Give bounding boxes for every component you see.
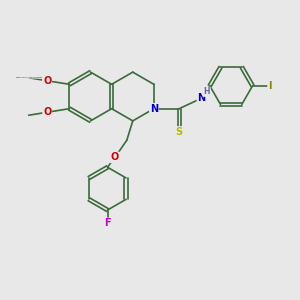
Text: N: N: [197, 93, 206, 103]
Text: I: I: [268, 81, 272, 91]
Text: S: S: [176, 127, 183, 137]
Text: methyl implied - just end of bond: methyl implied - just end of bond: [16, 77, 42, 78]
Text: N: N: [150, 104, 158, 114]
Text: O: O: [43, 107, 51, 117]
Text: O: O: [111, 152, 119, 162]
Text: H: H: [203, 87, 210, 96]
Text: O: O: [43, 76, 51, 86]
Text: O: O: [43, 76, 51, 86]
Text: F: F: [104, 218, 111, 228]
